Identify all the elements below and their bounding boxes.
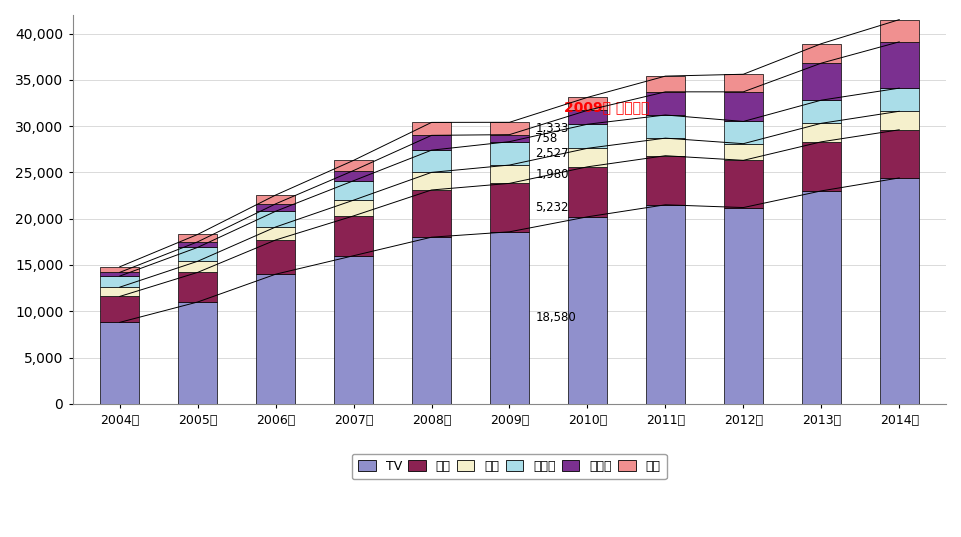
Bar xyxy=(801,191,841,404)
Text: 1,980: 1,980 xyxy=(535,168,569,181)
Bar xyxy=(724,121,763,144)
Bar xyxy=(646,115,685,138)
Bar xyxy=(568,148,607,167)
Bar xyxy=(801,43,841,63)
Bar xyxy=(100,296,139,322)
Bar xyxy=(412,172,451,190)
Legend: TV, 신문, 잡지, 라디오, 인터넷, 옥외: TV, 신문, 잡지, 라디오, 인터넷, 옥외 xyxy=(352,454,667,479)
Bar xyxy=(646,138,685,156)
Bar xyxy=(334,181,373,200)
Bar xyxy=(879,130,919,178)
Bar xyxy=(334,161,373,171)
Bar xyxy=(646,156,685,205)
Bar xyxy=(490,183,529,232)
Bar xyxy=(801,63,841,100)
Bar xyxy=(178,235,217,242)
Bar xyxy=(257,211,295,227)
Text: 1,333: 1,333 xyxy=(535,122,569,135)
Bar xyxy=(724,144,763,161)
Bar xyxy=(646,205,685,404)
Bar xyxy=(178,272,217,302)
Bar xyxy=(412,135,451,150)
Bar xyxy=(568,217,607,404)
Bar xyxy=(879,178,919,404)
Bar xyxy=(100,287,139,296)
Bar xyxy=(178,302,217,404)
Bar xyxy=(257,195,295,204)
Bar xyxy=(257,274,295,404)
Bar xyxy=(412,122,451,135)
Bar xyxy=(178,262,217,272)
Text: 758: 758 xyxy=(535,132,557,144)
Bar xyxy=(724,92,763,121)
Text: 5,232: 5,232 xyxy=(535,201,569,214)
Bar xyxy=(801,100,841,124)
Bar xyxy=(568,124,607,148)
Bar xyxy=(178,248,217,262)
Text: 2009년 시장규모: 2009년 시장규모 xyxy=(564,100,650,114)
Bar xyxy=(412,190,451,237)
Bar xyxy=(412,237,451,404)
Bar xyxy=(100,276,139,287)
Bar xyxy=(257,240,295,274)
Bar xyxy=(490,135,529,142)
Bar xyxy=(257,227,295,240)
Bar xyxy=(334,200,373,216)
Bar xyxy=(801,124,841,142)
Bar xyxy=(568,111,607,124)
Bar xyxy=(100,272,139,276)
Bar xyxy=(490,122,529,135)
Bar xyxy=(879,88,919,111)
Bar xyxy=(100,322,139,404)
Bar xyxy=(334,256,373,404)
Bar xyxy=(724,208,763,404)
Bar xyxy=(724,74,763,92)
Bar xyxy=(879,20,919,42)
Bar xyxy=(334,216,373,256)
Bar xyxy=(490,142,529,165)
Bar xyxy=(257,204,295,211)
Bar xyxy=(568,167,607,217)
Bar xyxy=(724,161,763,208)
Bar xyxy=(646,76,685,92)
Bar xyxy=(490,232,529,404)
Bar xyxy=(412,150,451,172)
Bar xyxy=(568,97,607,111)
Bar xyxy=(490,165,529,183)
Bar xyxy=(334,171,373,181)
Text: 2,527: 2,527 xyxy=(535,147,569,160)
Bar xyxy=(646,92,685,115)
Bar xyxy=(100,267,139,272)
Bar xyxy=(879,42,919,88)
Bar xyxy=(801,142,841,191)
Text: 18,580: 18,580 xyxy=(535,311,576,324)
Bar xyxy=(879,111,919,130)
Bar xyxy=(178,242,217,248)
